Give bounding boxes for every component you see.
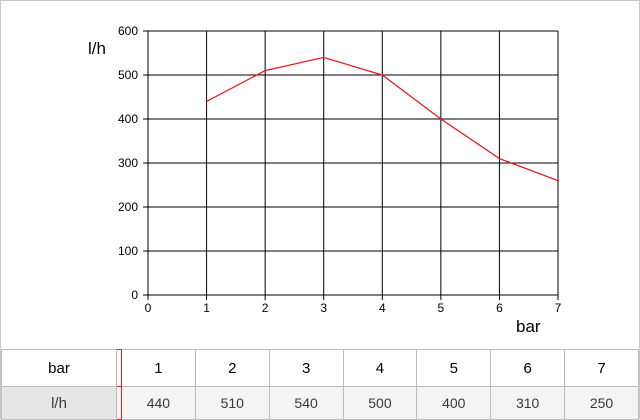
data-table: bar 1 2 3 4 5 6 7 l/h 440 510 540 500 40… xyxy=(1,349,639,420)
x-tick-label: 6 xyxy=(496,301,503,315)
x-tick-label: 2 xyxy=(262,301,269,315)
x-tick-label: 4 xyxy=(379,301,386,315)
data-point xyxy=(557,179,559,182)
data-point xyxy=(381,74,384,76)
value-cell: 400 xyxy=(416,386,492,420)
values-label-cell: l/h xyxy=(1,386,117,420)
value-cell: 540 xyxy=(268,386,344,420)
x-tick-label: 1 xyxy=(203,301,210,315)
header-cell: 3 xyxy=(268,349,344,387)
y-tick-label: 0 xyxy=(131,288,138,302)
x-tick-label: 0 xyxy=(145,301,152,315)
x-tick-label: 7 xyxy=(555,301,562,315)
table-values-row: l/h 440 510 540 500 400 310 250 xyxy=(1,386,639,420)
data-point xyxy=(205,100,208,103)
value-cell: 510 xyxy=(194,386,270,420)
y-tick-label: 300 xyxy=(118,156,138,170)
header-label-cell: bar xyxy=(1,349,117,387)
y-tick-label: 100 xyxy=(118,244,138,258)
data-point xyxy=(498,157,501,160)
x-tick-label: 3 xyxy=(320,301,327,315)
table-header-row: bar 1 2 3 4 5 6 7 xyxy=(1,349,639,387)
value-cell: 310 xyxy=(490,386,566,420)
header-cell: 6 xyxy=(490,349,566,387)
header-cell: 1 xyxy=(121,349,196,387)
header-cell: 5 xyxy=(416,349,492,387)
y-tick-label: 600 xyxy=(118,24,138,38)
y-axis-label: l/h xyxy=(88,39,106,58)
data-point xyxy=(264,69,266,72)
x-axis-label: bar xyxy=(516,317,541,336)
header-cell: 2 xyxy=(194,349,270,387)
y-tick-label: 200 xyxy=(118,200,138,214)
chart-area: 0 1 2 3 4 5 6 7 0 100 200 300 400 500 600 l/h bar xyxy=(1,1,639,349)
header-cell: 4 xyxy=(342,349,418,387)
data-point xyxy=(322,56,325,59)
value-cell: 250 xyxy=(564,386,639,420)
y-tick-label: 500 xyxy=(118,68,138,82)
header-cell: 7 xyxy=(564,349,639,387)
pressure-flow-chart: 0 1 2 3 4 5 6 7 0 100 200 300 400 500 600 l/h bar xyxy=(88,24,562,336)
value-cell: 500 xyxy=(342,386,418,420)
x-tick-label: 5 xyxy=(438,301,445,315)
value-cell: 440 xyxy=(121,386,196,420)
y-tick-label: 400 xyxy=(118,112,138,126)
data-point xyxy=(440,118,442,120)
